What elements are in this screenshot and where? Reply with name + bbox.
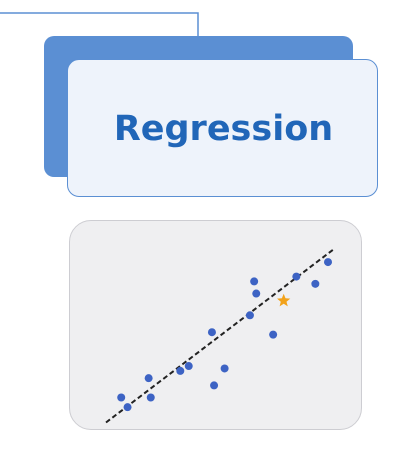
diagram-title: Regression [113, 109, 334, 149]
data-point [117, 393, 126, 402]
data-point [245, 311, 254, 320]
data-point [123, 403, 132, 412]
data-point [311, 279, 320, 288]
connector-line [0, 12, 199, 36]
data-point [220, 364, 229, 373]
highlight-star-icon [277, 293, 291, 307]
data-point [176, 366, 185, 375]
data-point [146, 393, 155, 402]
data-point [144, 374, 153, 383]
scatter-plot-panel [69, 220, 362, 430]
data-point [324, 258, 332, 267]
data-point [252, 289, 261, 298]
data-point [184, 362, 193, 371]
data-point [250, 277, 259, 286]
title-card: Regression [67, 59, 378, 197]
data-point [210, 381, 219, 390]
data-point [292, 272, 301, 281]
data-point [269, 330, 278, 339]
scatter-plot [105, 248, 335, 424]
data-point [207, 328, 216, 337]
